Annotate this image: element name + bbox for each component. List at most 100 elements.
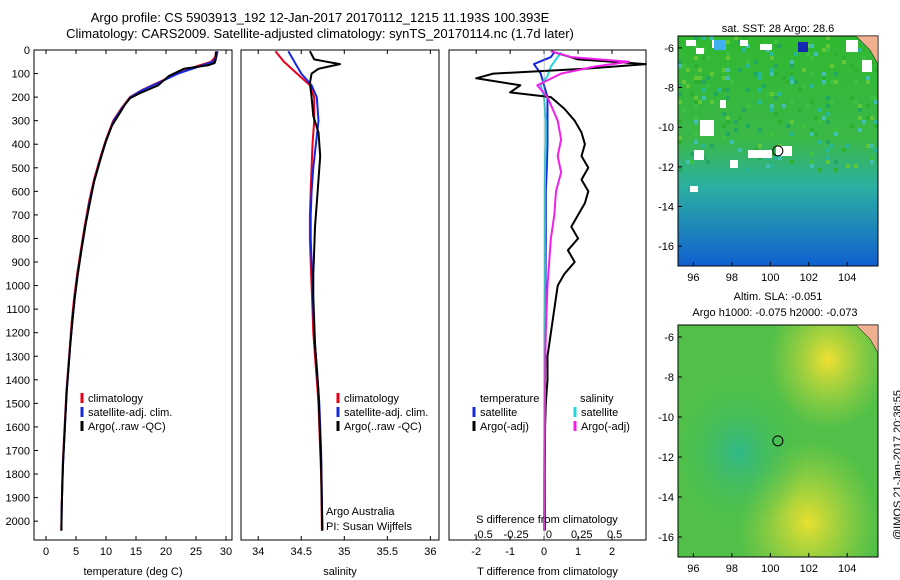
sst-pixel <box>766 164 770 168</box>
sst-pixel <box>806 52 810 56</box>
sst-pixel <box>870 116 874 120</box>
sst-pixel <box>718 88 722 92</box>
temperature-legend-label: climatology <box>88 393 144 405</box>
temperature-xaxis-label: temperature (deg C) <box>83 566 182 578</box>
sst-pixel <box>678 92 682 96</box>
sst-pixel <box>810 160 814 164</box>
sst-pixel <box>746 88 750 92</box>
difference-s-tick-label: -0.25 <box>504 529 529 541</box>
sst-pixel <box>790 100 794 104</box>
sst-pixel <box>826 96 830 100</box>
sst-pixel <box>834 80 838 84</box>
sst-pixel <box>842 60 846 64</box>
sst-pixel <box>790 80 794 84</box>
sst-map-frame <box>677 35 879 267</box>
sst-pixel <box>810 84 814 88</box>
sla-map-ytick-label: -16 <box>658 532 674 544</box>
sst-pixel <box>746 104 750 108</box>
sst-map-xtick-label: 96 <box>687 272 699 284</box>
sst-pixel <box>842 56 846 60</box>
sst-pixel <box>854 100 858 104</box>
sst-pixel <box>682 108 686 112</box>
sst-pixel <box>822 72 826 76</box>
sst-pixel <box>806 104 810 108</box>
sst-pixel <box>702 56 706 60</box>
sst-pixel <box>678 100 682 104</box>
depth-ytick-label: 900 <box>12 257 30 269</box>
sst-pixel <box>738 148 742 152</box>
sst-pixel <box>818 168 822 172</box>
sst-pixel <box>746 168 750 172</box>
sst-missing-data-patch <box>696 48 704 54</box>
depth-ytick-label: 800 <box>12 233 30 245</box>
sst-cool-pixel <box>714 40 726 50</box>
sst-pixel <box>698 100 702 104</box>
sst-pixel <box>810 44 814 48</box>
depth-ytick-label: 300 <box>12 116 30 128</box>
sst-pixel <box>858 48 862 52</box>
difference-series-argo <box>475 50 647 531</box>
sla-map-xtick-label: 98 <box>726 563 738 575</box>
salinity-xtick-label: 35.5 <box>377 546 398 558</box>
sst-pixel <box>770 132 774 136</box>
sst-pixel <box>710 100 714 104</box>
depth-ytick-label: 1000 <box>6 281 30 293</box>
sst-pixel <box>754 60 758 64</box>
sst-pixel <box>694 56 698 60</box>
temperature-legend-label: satellite-adj. clim. <box>88 407 172 419</box>
depth-ytick-label: 100 <box>12 69 30 81</box>
sst-pixel <box>822 76 826 80</box>
sst-pixel <box>686 160 690 164</box>
sst-pixel <box>774 72 778 76</box>
sst-pixel <box>810 72 814 76</box>
sst-pixel <box>810 56 814 60</box>
figure-title-line1: Argo profile: CS 5903913_192 12-Jan-2017… <box>90 10 550 25</box>
sst-pixel <box>758 144 762 148</box>
sst-pixel <box>790 160 794 164</box>
salinity-xtick-label: 34 <box>252 546 264 558</box>
sst-pixel <box>770 108 774 112</box>
sst-pixel <box>826 160 830 164</box>
sst-pixel <box>710 72 714 76</box>
sst-pixel <box>858 104 862 108</box>
depth-ytick-label: 200 <box>12 92 30 104</box>
sst-pixel <box>770 52 774 56</box>
sst-pixel <box>850 64 854 68</box>
difference-legend-title-salinity: salinity <box>580 393 614 405</box>
sst-pixel <box>866 116 870 120</box>
sst-pixel <box>734 128 738 132</box>
sst-pixel <box>874 96 878 100</box>
sst-pixel <box>686 84 690 88</box>
difference-xtick-label: 2 <box>609 546 615 558</box>
sst-pixel <box>690 152 694 156</box>
sst-pixel <box>770 104 774 108</box>
sst-pixel <box>694 140 698 144</box>
sst-pixel <box>870 156 874 160</box>
sla-map-xtick-label: 100 <box>761 563 779 575</box>
sst-pixel <box>834 132 838 136</box>
difference-s-tick-label: 0.5 <box>607 529 622 541</box>
sst-pixel <box>694 36 698 40</box>
sla-low-centre <box>678 325 878 557</box>
sst-pixel <box>706 76 710 80</box>
sst-pixel <box>694 64 698 68</box>
sst-pixel <box>686 68 690 72</box>
difference-xtick-label: -1 <box>505 546 515 558</box>
sst-missing-data-patch <box>730 160 738 168</box>
sst-pixel <box>774 40 778 44</box>
sst-pixel <box>822 80 826 84</box>
sst-pixel <box>690 92 694 96</box>
sst-pixel <box>726 56 730 60</box>
depth-ytick-label: 0 <box>24 45 30 57</box>
difference-s-axis-label: S difference from climatology <box>476 514 618 526</box>
sst-pixel <box>758 72 762 76</box>
sst-pixel <box>774 64 778 68</box>
depth-ytick-label: 1300 <box>6 351 30 363</box>
sst-pixel <box>854 68 858 72</box>
sst-pixel <box>734 120 738 124</box>
sla-argo-position-marker <box>772 435 784 447</box>
sst-pixel <box>726 40 730 44</box>
depth-ytick-label: 1200 <box>6 328 30 340</box>
sst-pixel <box>874 68 878 72</box>
sst-pixel <box>790 120 794 124</box>
